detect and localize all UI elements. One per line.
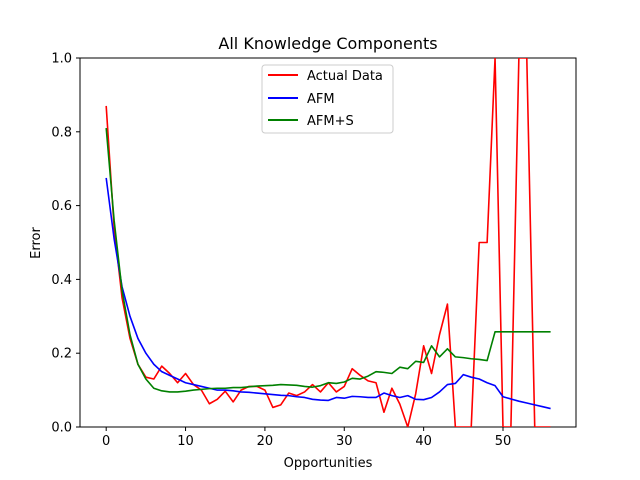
legend: Actual Data AFM AFM+S [261, 64, 394, 134]
series-line-afm [105, 177, 551, 410]
y-tick-label: 0.6 [51, 199, 72, 214]
y-tick-label: 0.4 [51, 273, 72, 288]
x-tick-label: 10 [177, 434, 194, 449]
x-tick-label: 50 [495, 434, 512, 449]
x-tick-label: 20 [257, 434, 274, 449]
x-axis-label: Opportunities [284, 456, 373, 471]
legend-label-afm: AFM [307, 92, 335, 107]
x-tick-label: 40 [415, 434, 432, 449]
legend-label-afm-s: AFM+S [307, 114, 354, 129]
x-tick-label: 0 [102, 434, 110, 449]
legend-box [261, 64, 394, 134]
y-tick-label: 0.8 [51, 125, 72, 140]
series-lines [105, 58, 551, 427]
legend-label-actual-data: Actual Data [307, 69, 383, 84]
x-axis-ticks: 0 10 20 30 40 50 [102, 427, 511, 449]
y-tick-label: 0.0 [51, 421, 72, 436]
y-tick-label: 0.2 [51, 347, 72, 362]
x-tick-label: 30 [336, 434, 353, 449]
plot-area [79, 57, 577, 428]
y-axis-ticks: 0.0 0.2 0.4 0.6 0.8 1.0 [51, 52, 80, 436]
y-tick-label: 1.0 [51, 52, 72, 67]
chart-title: All Knowledge Components [218, 34, 437, 53]
y-axis-label: Error [29, 227, 44, 259]
series-line-afm-s [105, 128, 551, 393]
axes-frame [79, 57, 577, 428]
